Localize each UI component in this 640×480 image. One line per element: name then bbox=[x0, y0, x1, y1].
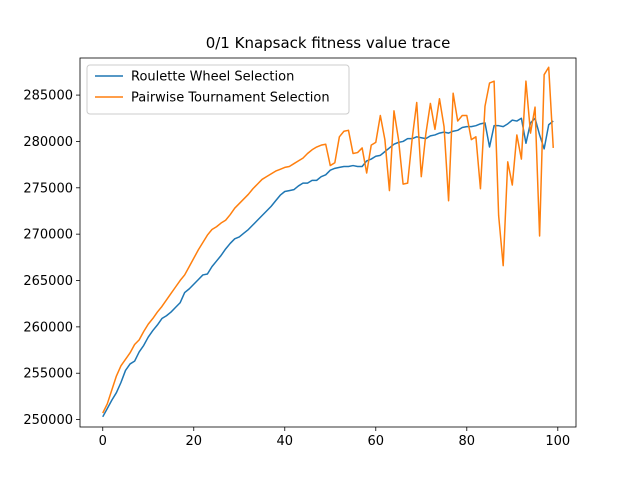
y-tick-label: 260000 bbox=[23, 320, 73, 335]
y-tick-label: 255000 bbox=[23, 367, 73, 382]
y-tick-label: 275000 bbox=[23, 181, 73, 196]
legend-entry-0: Roulette Wheel Selection bbox=[131, 70, 294, 85]
x-tick-label: 20 bbox=[185, 434, 202, 449]
series-line-1 bbox=[102, 66, 554, 414]
legend-box bbox=[86, 64, 350, 115]
y-tick-label: 250000 bbox=[23, 413, 73, 428]
x-axis: 0 20 40 60 80 100 bbox=[99, 427, 570, 449]
y-tick-label: 280000 bbox=[23, 135, 73, 150]
y-tick-label: 285000 bbox=[23, 89, 73, 104]
plot-area: 0 20 40 60 80 100 250000 255000 260000 265000 270… bbox=[23, 57, 577, 449]
series-line-0 bbox=[102, 117, 554, 418]
series-lines bbox=[102, 66, 554, 418]
legend-entry-1: Pairwise Tournament Selection bbox=[131, 91, 330, 106]
x-tick-label: 100 bbox=[545, 434, 570, 449]
x-tick-label: 60 bbox=[368, 434, 385, 449]
axes-frame bbox=[79, 57, 577, 428]
y-axis: 250000 255000 260000 265000 270000 275000 2800… bbox=[23, 89, 80, 428]
y-tick-label: 265000 bbox=[23, 274, 73, 289]
x-tick-label: 40 bbox=[276, 434, 293, 449]
chart-title: 0/1 Knapsack fitness value trace bbox=[206, 34, 451, 52]
x-tick-label: 80 bbox=[459, 434, 476, 449]
legend: Roulette Wheel Selection Pairwise Tournam… bbox=[86, 64, 350, 115]
y-tick-label: 270000 bbox=[23, 228, 73, 243]
x-tick-label: 0 bbox=[99, 434, 107, 449]
